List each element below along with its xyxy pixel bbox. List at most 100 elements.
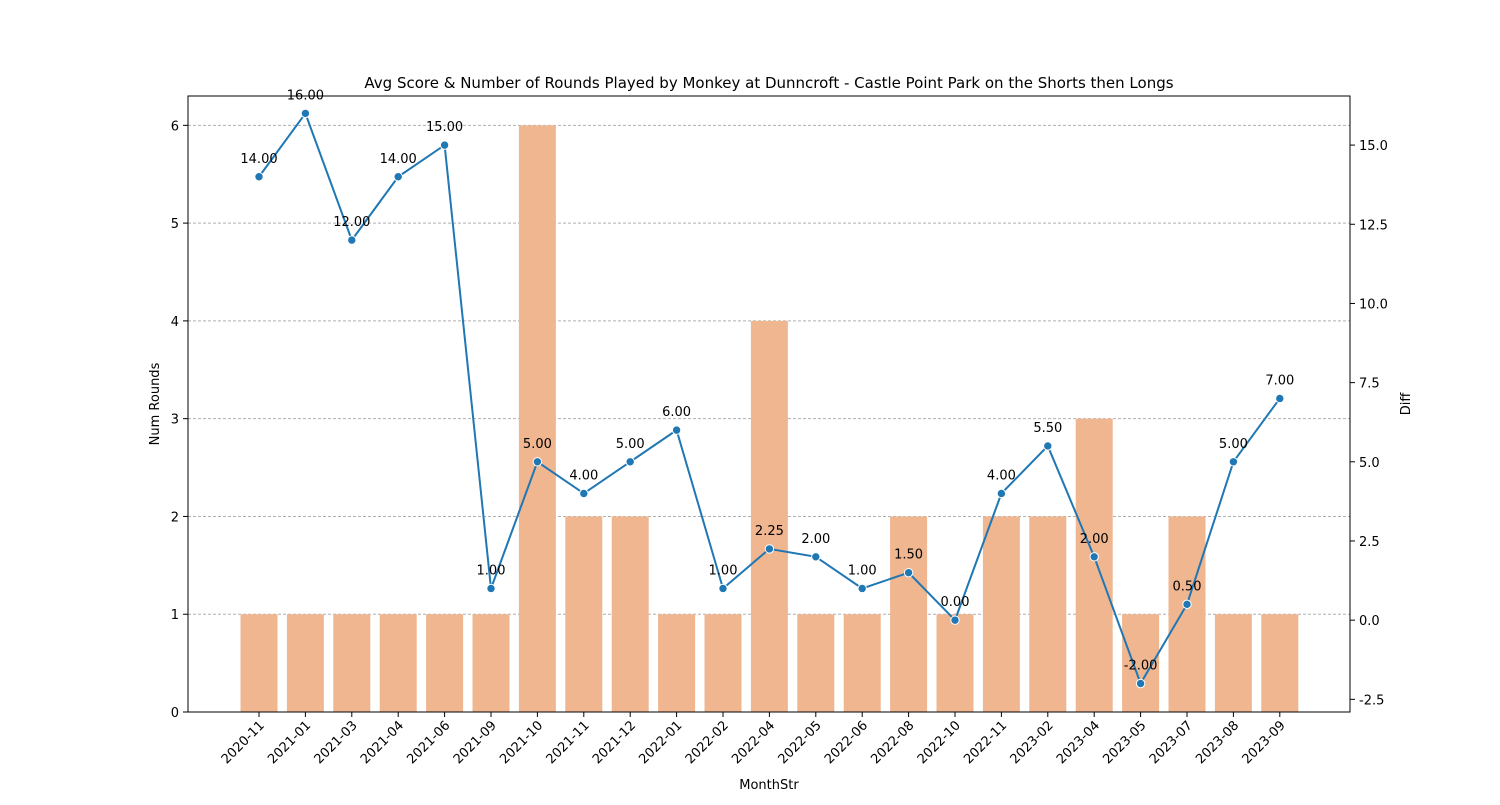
x-tick-label-2022-04: 2022-04	[729, 718, 778, 767]
x-tick-label-2023-09: 2023-09	[1240, 718, 1289, 767]
line-point-2020-11	[254, 172, 264, 182]
bar-2021-01	[286, 614, 324, 712]
y-left-tick-label: 4	[171, 315, 179, 330]
bar-2022-10	[936, 614, 974, 712]
line-point-2021-06	[439, 140, 450, 150]
line-point-2021-09	[486, 583, 496, 594]
line-point-2022-10	[950, 615, 960, 625]
line-point-2021-04	[393, 172, 403, 182]
y-right-tick-label: 15.0	[1359, 139, 1388, 154]
line-point-2022-06	[857, 583, 867, 594]
x-tick-label-2021-10: 2021-10	[497, 718, 546, 767]
line-point-2022-08	[903, 567, 914, 578]
y-right-tick-label: 2.5	[1359, 535, 1380, 550]
x-tick-label-2022-10: 2022-10	[915, 718, 964, 767]
line-point-2023-08	[1228, 457, 1239, 467]
data-label-2023-05: -2.00	[1124, 658, 1158, 673]
y-right-tick-label: 5.0	[1359, 456, 1380, 471]
bar-2021-11	[565, 516, 603, 712]
data-label-2021-11: 4.00	[569, 468, 598, 483]
data-label-2021-12: 5.00	[616, 437, 645, 452]
bar-2021-06	[426, 614, 464, 712]
data-label-2022-10: 0.00	[941, 595, 970, 610]
data-label-2023-04: 2.00	[1080, 532, 1109, 547]
data-label-2020-11: 14.00	[240, 152, 277, 167]
data-label-2022-11: 4.00	[987, 468, 1016, 483]
x-tick-label-2022-08: 2022-08	[868, 718, 917, 767]
x-tick-label-2023-05: 2023-05	[1100, 718, 1149, 767]
x-tick-label-2021-11: 2021-11	[544, 718, 593, 767]
data-label-2021-10: 5.00	[523, 437, 552, 452]
data-label-2023-02: 5.50	[1033, 421, 1062, 436]
data-label-2021-06: 15.00	[426, 120, 463, 135]
bar-2022-06	[843, 614, 881, 712]
bar-2022-02	[704, 614, 742, 712]
x-tick-label-2020-11: 2020-11	[219, 718, 268, 767]
y-axis-left-label: Num Rounds	[148, 362, 163, 445]
data-label-2022-08: 1.50	[894, 548, 923, 563]
y-left-tick-label: 0	[171, 706, 179, 721]
y-right-tick-label: 0.0	[1359, 614, 1380, 629]
x-tick-label-2022-06: 2022-06	[822, 718, 871, 767]
bar-2021-03	[333, 614, 371, 712]
line-point-2023-09	[1275, 393, 1285, 404]
y-left-tick-label: 6	[171, 119, 179, 134]
data-label-2021-04: 14.00	[380, 152, 417, 167]
y-right-tick-label: 7.5	[1359, 377, 1380, 392]
bar-2022-01	[658, 614, 696, 712]
y-axis-right-label: Diff	[1399, 392, 1414, 416]
line-point-2022-11	[996, 488, 1007, 499]
x-tick-label-2021-06: 2021-06	[404, 718, 453, 767]
x-tick-label-2021-09: 2021-09	[451, 718, 500, 767]
x-tick-label-2021-03: 2021-03	[312, 718, 361, 767]
data-label-2023-09: 7.00	[1265, 373, 1294, 388]
x-axis-label: MonthStr	[739, 778, 799, 793]
line-point-2021-11	[579, 488, 589, 499]
bar-2022-08	[890, 516, 928, 712]
line-point-2023-02	[1043, 441, 1053, 451]
line-point-2022-04	[764, 544, 775, 554]
line-point-2022-05	[811, 552, 821, 562]
bar-2023-07	[1168, 516, 1206, 712]
bar-2022-11	[982, 516, 1020, 712]
line-point-2022-02	[718, 583, 728, 594]
y-right-tick-label: -2.5	[1359, 693, 1384, 708]
line-point-2021-12	[625, 457, 635, 467]
bar-2020-11	[240, 614, 278, 712]
bar-2021-10	[518, 125, 556, 713]
line-point-2023-05	[1135, 678, 1146, 689]
line-point-2023-07	[1182, 599, 1192, 610]
bar-2023-04	[1075, 418, 1113, 712]
bar-2022-04	[750, 320, 788, 712]
line-point-2023-04	[1089, 552, 1099, 562]
x-tick-label-2022-02: 2022-02	[683, 718, 732, 767]
x-tick-label-2023-02: 2023-02	[1008, 718, 1057, 767]
bar-2023-02	[1029, 516, 1067, 712]
line-point-2021-03	[347, 235, 357, 245]
bar-2023-08	[1214, 614, 1252, 712]
y-left-tick-label: 5	[171, 217, 179, 232]
chart-title: Avg Score & Number of Rounds Played by M…	[364, 74, 1173, 92]
data-label-2022-01: 6.00	[662, 405, 691, 420]
bar-2022-05	[797, 614, 835, 712]
bar-2023-09	[1261, 614, 1299, 712]
bar-2021-09	[472, 614, 510, 712]
bar-series	[240, 125, 1299, 713]
y-left-tick-label: 2	[171, 510, 179, 525]
line-series: 14.0016.0012.0014.0015.001.005.004.005.0…	[240, 88, 1294, 689]
data-label-2023-08: 5.00	[1219, 437, 1248, 452]
x-tick-label-2021-12: 2021-12	[590, 718, 639, 767]
data-label-2021-09: 1.00	[477, 563, 506, 578]
y-left-tick-label: 1	[171, 608, 179, 623]
data-label-2022-04: 2.25	[755, 524, 784, 539]
data-label-2022-06: 1.00	[848, 563, 877, 578]
x-tick-label-2023-07: 2023-07	[1147, 718, 1196, 767]
data-label-2022-02: 1.00	[709, 563, 738, 578]
y-right-tick-label: 12.5	[1359, 218, 1388, 233]
line-point-2022-01	[671, 425, 682, 435]
x-tick-label-2023-08: 2023-08	[1193, 718, 1242, 767]
x-tick-label-2021-01: 2021-01	[265, 718, 314, 767]
data-label-2023-07: 0.50	[1173, 579, 1202, 594]
